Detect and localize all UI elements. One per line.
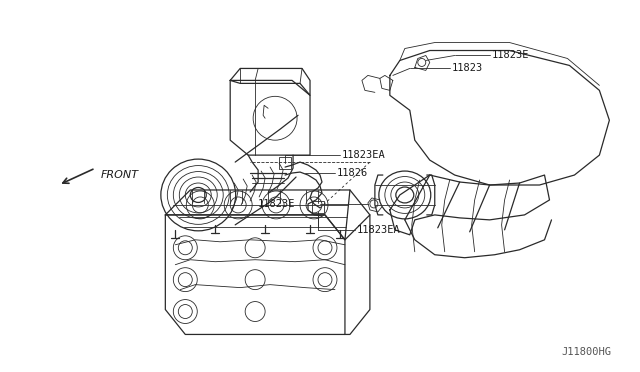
Text: 11823: 11823 xyxy=(452,64,483,73)
Text: 11823EA: 11823EA xyxy=(357,225,401,235)
Text: J11800HG: J11800HG xyxy=(561,347,611,357)
Text: 11826: 11826 xyxy=(337,168,368,178)
Text: 11823E: 11823E xyxy=(492,51,529,61)
Text: 11823EA: 11823EA xyxy=(342,150,386,160)
Text: 11823E: 11823E xyxy=(258,199,296,209)
Text: FRONT: FRONT xyxy=(100,170,138,180)
